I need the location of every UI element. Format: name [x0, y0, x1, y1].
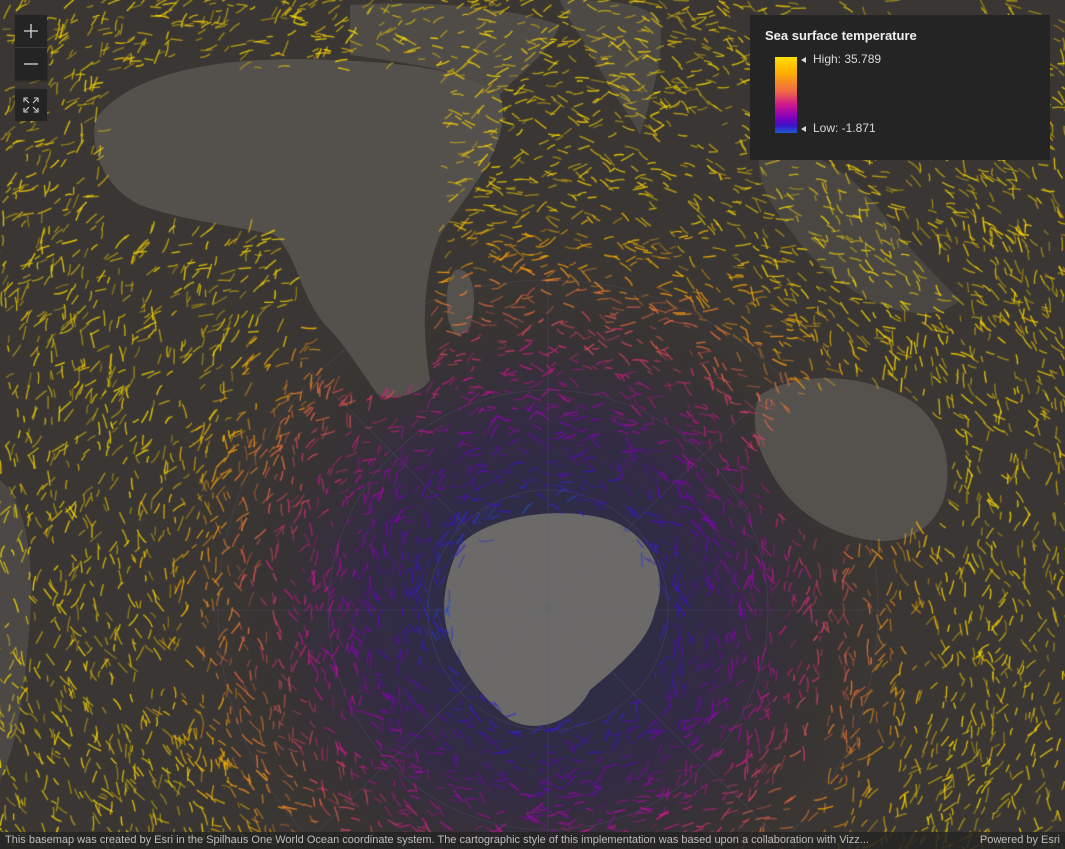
expand-icon [23, 97, 39, 113]
zoom-in-button[interactable] [15, 15, 47, 47]
color-ramp [775, 57, 797, 133]
fullscreen-button[interactable] [15, 89, 47, 121]
powered-by-link[interactable]: Powered by Esri [979, 834, 1060, 846]
high-tick-icon [801, 57, 806, 63]
legend-low-label: Low: -1.871 [813, 121, 876, 135]
legend-high-label: High: 35.789 [813, 52, 882, 66]
plus-icon [24, 24, 38, 38]
legend-title: Sea surface temperature [765, 28, 917, 43]
legend-panel: Sea surface temperature High: 35.789 Low… [750, 15, 1050, 160]
low-tick-icon [801, 126, 806, 132]
attribution-bar[interactable]: This basemap was created by Esri in the … [0, 832, 1065, 849]
attribution-text[interactable]: This basemap was created by Esri in the … [5, 834, 869, 846]
zoom-controls [15, 15, 47, 80]
zoom-out-button[interactable] [15, 47, 47, 80]
minus-icon [24, 63, 38, 65]
